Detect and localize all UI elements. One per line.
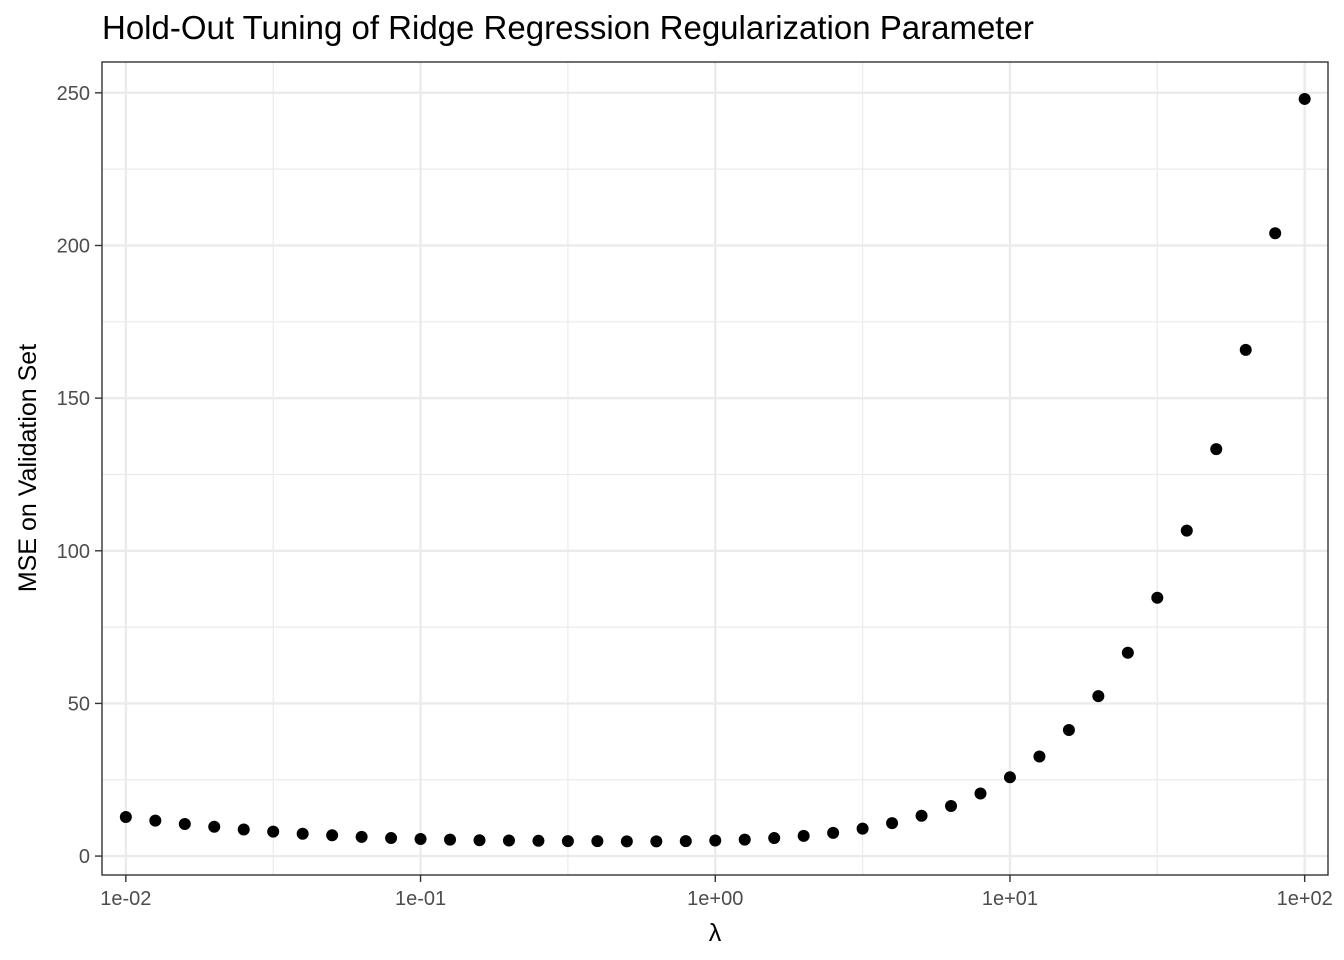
data-point (1180, 524, 1193, 537)
data-point (886, 817, 899, 830)
x-tick-label: 1e-01 (395, 888, 446, 910)
data-point (1092, 690, 1105, 703)
data-point (1239, 343, 1252, 356)
data-point (385, 832, 398, 845)
data-point (591, 835, 604, 848)
data-point (267, 825, 280, 838)
grid-lines (102, 62, 1328, 875)
data-point (1298, 92, 1311, 105)
y-tick-label: 200 (57, 235, 90, 257)
chart-title: Hold-Out Tuning of Ridge Regression Regu… (102, 9, 1034, 46)
data-point (1062, 723, 1075, 736)
data-point (1151, 591, 1164, 604)
data-point (473, 834, 486, 847)
data-point (1121, 646, 1134, 659)
data-point (149, 814, 162, 827)
y-tick-label: 100 (57, 541, 90, 563)
y-tick-label: 250 (57, 83, 90, 105)
data-point (1269, 227, 1282, 240)
data-point (856, 822, 869, 835)
data-point (974, 787, 987, 800)
y-tick-label: 150 (57, 388, 90, 410)
x-tick-label: 1e+01 (982, 888, 1038, 910)
data-point (326, 829, 339, 842)
data-point (945, 800, 958, 813)
x-tick-label: 1e+02 (1277, 888, 1333, 910)
data-point (296, 827, 309, 840)
data-point (1210, 443, 1223, 456)
data-point (444, 833, 457, 846)
data-point (738, 833, 751, 846)
data-point (561, 835, 574, 848)
y-tick-label: 50 (68, 693, 90, 715)
y-axis-title: MSE on Validation Set (14, 344, 42, 592)
data-point (237, 823, 250, 836)
data-points (119, 92, 1311, 848)
data-point (1003, 771, 1016, 784)
data-point (768, 832, 781, 845)
y-tick-label: 0 (79, 846, 90, 868)
data-point (119, 810, 132, 823)
data-point (178, 818, 191, 831)
data-point (1033, 750, 1046, 763)
data-point (414, 832, 427, 845)
data-point (709, 834, 722, 847)
data-point (650, 835, 663, 848)
data-point (208, 820, 221, 833)
x-tick-label: 1e+00 (687, 888, 743, 910)
data-point (827, 826, 840, 839)
x-axis-title: λ (709, 919, 722, 947)
data-point (679, 835, 692, 848)
data-point (502, 834, 515, 847)
x-tick-label: 1e-02 (100, 888, 151, 910)
data-point (797, 829, 810, 842)
axis-ticks: 1e-02 1e-01 1e+00 1e+01 1e+02 0 50 100 150 200 250 (57, 83, 1333, 910)
data-point (532, 834, 545, 847)
data-point (355, 830, 368, 843)
data-point (620, 835, 633, 848)
data-point (915, 809, 928, 822)
